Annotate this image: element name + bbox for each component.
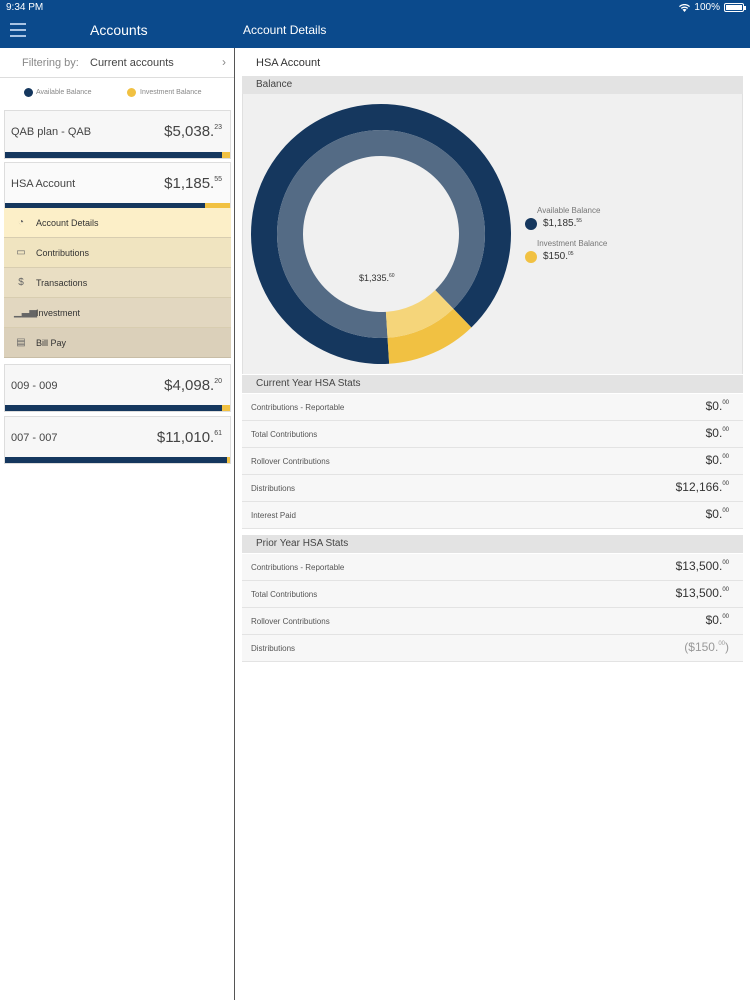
investment-balance-label: Investment Balance bbox=[537, 239, 608, 248]
prior-year-header: Prior Year HSA Stats bbox=[242, 535, 743, 553]
stat-value: ($150.00) bbox=[684, 640, 729, 654]
total-balance: $1,335.60 bbox=[359, 273, 395, 283]
menu-item-transactions[interactable]: $ Transactions bbox=[4, 268, 231, 298]
top-bar: 9:34 PM 100% Accounts Account Details bbox=[0, 0, 750, 48]
balance-legend: Available Balance Investment Balance bbox=[0, 78, 234, 108]
status-indicators: 100% bbox=[679, 2, 746, 13]
dollar-circle-icon: $ bbox=[18, 277, 24, 288]
stat-value: $0.00 bbox=[705, 613, 729, 627]
battery-icon bbox=[724, 3, 746, 12]
stat-row: Interest Paid $0.00 bbox=[242, 502, 743, 529]
investment-balance-dot bbox=[525, 251, 537, 263]
current-year-header: Current Year HSA Stats bbox=[242, 375, 743, 393]
account-amount: $11,010.61 bbox=[156, 429, 222, 446]
account-card-007[interactable]: 007 - 007 $11,010.61 bbox=[4, 416, 231, 464]
status-time: 9:34 PM bbox=[6, 2, 44, 13]
account-name: QAB plan - QAB bbox=[11, 126, 92, 138]
accounts-sidebar: Filtering by: Current accounts › Availab… bbox=[0, 48, 235, 1000]
account-amount: $1,185.55 bbox=[164, 175, 222, 192]
account-amount: $4,098.20 bbox=[164, 377, 222, 394]
hamburger-menu-icon[interactable] bbox=[10, 23, 26, 37]
stat-label: Interest Paid bbox=[251, 511, 296, 520]
balance-donut-chart bbox=[251, 103, 512, 364]
investment-balance-value: $150.05 bbox=[543, 251, 574, 262]
stat-value: $0.00 bbox=[705, 453, 729, 467]
balance-chart: $1,335.60 Available Balance $1,185.55 In… bbox=[242, 94, 743, 374]
stat-row: Rollover Contributions $0.00 bbox=[242, 608, 743, 635]
balance-bar bbox=[5, 152, 230, 158]
menu-item-label: Investment bbox=[36, 308, 81, 318]
stat-row: Distributions $12,166.00 bbox=[242, 475, 743, 502]
accounts-title: Accounts bbox=[90, 22, 148, 38]
menu-item-account-details[interactable]: ◔ Account Details bbox=[4, 208, 231, 238]
balance-bar-fill bbox=[5, 405, 222, 411]
page-title: HSA Account bbox=[256, 57, 321, 69]
cash-icon: ▭ bbox=[16, 247, 26, 258]
donut-slice-inner-0 bbox=[277, 130, 485, 338]
filter-label: Filtering by: bbox=[22, 57, 79, 69]
menu-item-contributions[interactable]: ▭ Contributions bbox=[4, 238, 231, 268]
stat-label: Rollover Contributions bbox=[251, 617, 330, 626]
chevron-right-icon: › bbox=[222, 55, 226, 69]
menu-item-label: Bill Pay bbox=[36, 338, 67, 348]
balance-bar bbox=[5, 203, 230, 209]
balance-bar bbox=[5, 457, 230, 463]
stat-label: Contributions - Reportable bbox=[251, 563, 345, 572]
account-card-qab[interactable]: QAB plan - QAB $5,038.23 bbox=[4, 110, 231, 159]
stat-row: Rollover Contributions $0.00 bbox=[242, 448, 743, 475]
account-card-009[interactable]: 009 - 009 $4,098.20 bbox=[4, 364, 231, 412]
menu-item-bill-pay[interactable]: ▤ Bill Pay bbox=[4, 328, 231, 358]
available-balance-dot bbox=[525, 218, 537, 230]
filter-value: Current accounts bbox=[90, 57, 174, 69]
stat-value: $12,166.00 bbox=[675, 480, 729, 494]
available-balance-value: $1,185.55 bbox=[543, 218, 582, 229]
stat-row: Total Contributions $0.00 bbox=[242, 421, 743, 448]
investment-legend-label: Investment Balance bbox=[140, 89, 202, 96]
stat-row: Total Contributions $13,500.00 bbox=[242, 581, 743, 608]
account-amount: $5,038.23 bbox=[164, 123, 222, 140]
filter-selector[interactable]: Filtering by: Current accounts › bbox=[0, 48, 234, 78]
available-balance-label: Available Balance bbox=[537, 206, 601, 215]
donut-slice-inner-1 bbox=[385, 290, 454, 338]
pie-chart-icon: ◔ bbox=[17, 217, 25, 228]
account-name: HSA Account bbox=[11, 178, 76, 190]
balance-bar bbox=[5, 405, 230, 411]
account-menu: ◔ Account Details ▭ Contributions $ Tran… bbox=[4, 208, 231, 358]
menu-item-label: Account Details bbox=[36, 218, 99, 228]
account-name: 007 - 007 bbox=[11, 432, 58, 444]
stat-label: Total Contributions bbox=[251, 430, 318, 439]
balance-header: Balance bbox=[242, 76, 743, 94]
available-legend-dot bbox=[24, 88, 33, 97]
menu-item-label: Transactions bbox=[36, 278, 88, 288]
stat-value: $0.00 bbox=[705, 399, 729, 413]
balance-bar-fill bbox=[5, 457, 228, 463]
bill-icon: ▤ bbox=[16, 337, 26, 348]
stat-row: Distributions ($150.00) bbox=[242, 635, 743, 662]
account-card-hsa[interactable]: HSA Account $1,185.55 bbox=[4, 162, 231, 210]
bar-chart-icon: ▁▃▅ bbox=[14, 307, 38, 318]
available-legend-label: Available Balance bbox=[36, 89, 92, 96]
investment-legend-dot bbox=[127, 88, 136, 97]
donut-slice-outer-1 bbox=[387, 308, 472, 364]
wifi-icon bbox=[679, 3, 691, 12]
stat-value: $0.00 bbox=[705, 426, 729, 440]
balance-bar-fill bbox=[5, 152, 223, 158]
account-name: 009 - 009 bbox=[11, 380, 58, 392]
stat-label: Contributions - Reportable bbox=[251, 403, 345, 412]
stat-label: Total Contributions bbox=[251, 590, 318, 599]
battery-percent: 100% bbox=[694, 2, 720, 13]
menu-item-investment[interactable]: ▁▃▅ Investment bbox=[4, 298, 231, 328]
menu-item-label: Contributions bbox=[36, 248, 90, 258]
account-details-title: Account Details bbox=[243, 23, 327, 37]
stat-value: $13,500.00 bbox=[675, 586, 729, 600]
stat-label: Distributions bbox=[251, 644, 296, 653]
stat-row: Contributions - Reportable $0.00 bbox=[242, 394, 743, 421]
stat-value: $13,500.00 bbox=[675, 559, 729, 573]
stat-row: Contributions - Reportable $13,500.00 bbox=[242, 554, 743, 581]
stat-value: $0.00 bbox=[705, 507, 729, 521]
stat-label: Rollover Contributions bbox=[251, 457, 330, 466]
stat-label: Distributions bbox=[251, 484, 296, 493]
balance-bar-fill bbox=[5, 203, 205, 209]
